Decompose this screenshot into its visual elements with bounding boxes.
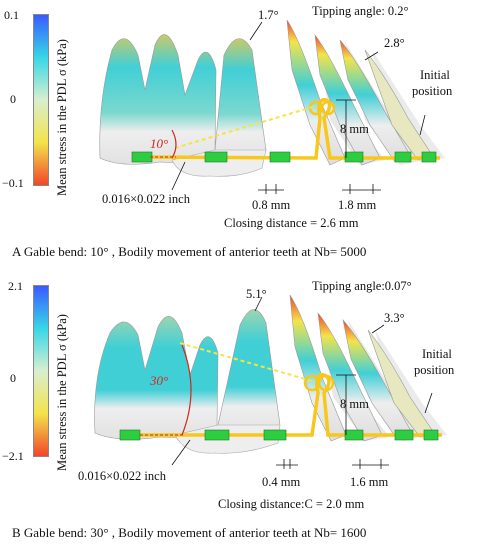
position-label: position (414, 363, 455, 377)
angle-right-label: 3.3° (384, 311, 405, 325)
tipping-angle-label: Tipping angle: 0.2° (312, 4, 409, 18)
angle-left-label: 1.7° (258, 8, 279, 22)
colorbar-min-label: −2.1 (2, 449, 24, 463)
initial-label: Initial (422, 347, 452, 361)
closing-distance-label: Closing distance:C = 2.0 mm (218, 497, 365, 511)
gable-angle-label: 10° (150, 136, 169, 151)
angle-right-label: 2.8° (384, 36, 405, 50)
panel-a: 0.1 0 −0.1 Mean stress in the PDL σ (kPa… (2, 4, 453, 259)
colorbar-mid-label: 0 (10, 92, 16, 106)
gap-left-label: 0.8 mm (252, 198, 291, 212)
gable-angle-label: 30° (150, 373, 169, 388)
gap-right-label: 1.8 mm (338, 198, 377, 212)
wire-size-label: 0.016×0.022 inch (78, 469, 166, 483)
figure-caption: B Gable bend: 30° , Bodily movement of a… (12, 525, 367, 540)
wire-size-label: 0.016×0.022 inch (102, 192, 190, 206)
colorbar (33, 285, 49, 457)
closing-distance-label: Closing distance = 2.6 mm (224, 216, 359, 230)
angle-left-label: 5.1° (246, 287, 267, 301)
colorbar-min-label: −0.1 (2, 176, 24, 190)
gap-right-label: 1.6 mm (350, 475, 389, 489)
colorbar-max-label: 0.1 (4, 8, 19, 22)
position-label: position (412, 84, 453, 98)
height-label: 8 mm (340, 122, 369, 136)
gap-left-label: 0.4 mm (262, 475, 301, 489)
panel-b: 2.1 0 −2.1 Mean stress in the PDL σ (kPa… (0, 275, 483, 550)
tipping-angle-label: Tipping angle:0.07° (312, 279, 412, 293)
colorbar-max-label: 2.1 (8, 279, 23, 293)
tooth-model-illustration (94, 294, 447, 469)
colorbar (33, 14, 49, 186)
height-label: 8 mm (340, 397, 369, 411)
initial-label: Initial (420, 68, 450, 82)
figure-caption: A Gable bend: 10° , Bodily movement of a… (12, 244, 367, 259)
tooth-model-illustration (99, 19, 445, 194)
colorbar-mid-label: 0 (10, 371, 16, 385)
